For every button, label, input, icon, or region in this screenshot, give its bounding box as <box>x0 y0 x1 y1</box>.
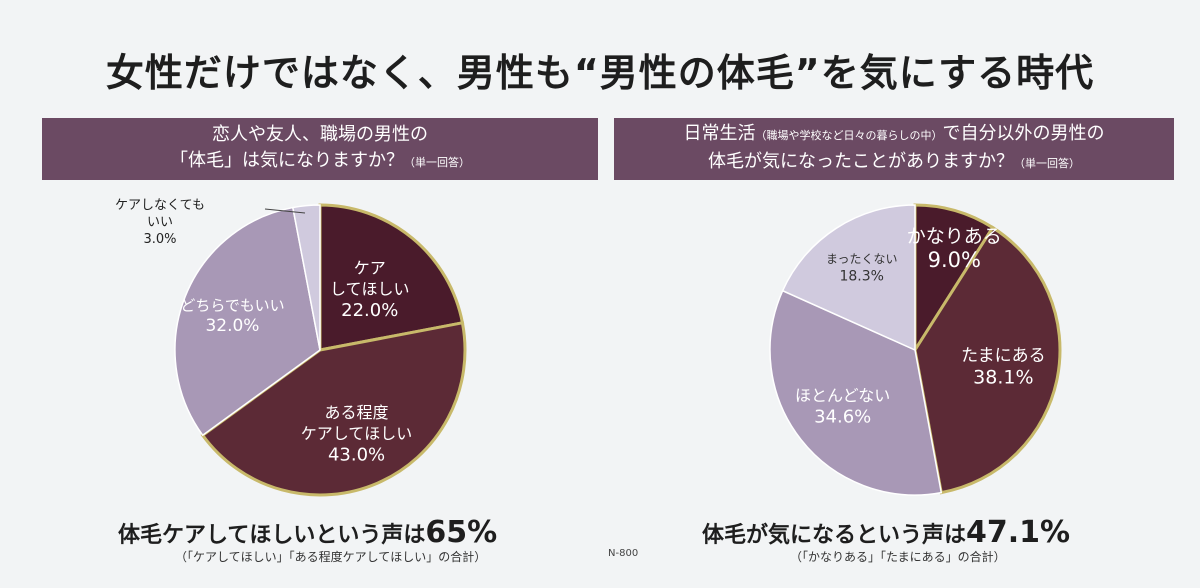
pie-1-slice-2 <box>200 321 467 497</box>
pie-1-slice-4 <box>291 204 321 351</box>
summary-2-note: （「かなりある」「たまにある」の合計） <box>790 550 1006 564</box>
pie-2-slice-3 <box>769 289 943 496</box>
summary-1: 体毛ケアしてほしいという声は65% <box>118 515 498 550</box>
question-2-header: 日常生活（職場や学校など日々の暮らしの中）で自分以外の男性の 体毛が気になったこ… <box>614 118 1174 180</box>
question-1-header: 恋人や友人、職場の男性の 「体毛」は気になりますか？（単一回答） <box>42 118 598 180</box>
pie-2-slice-2 <box>913 225 1062 495</box>
question-2-line-2: 体毛が気になったことがありますか？（単一回答） <box>708 151 1080 172</box>
pie-1-slice-4-outside-label: ケアしなくても いい 3.0% <box>115 198 205 247</box>
summary-1-note: （「ケアしてほしい」「ある程度ケアしてほしい」の合計） <box>175 550 487 564</box>
pie-1-slice-2-label: ケアしてほしい <box>301 424 413 443</box>
pie-2-slice-1-value: 9.0% <box>928 248 981 272</box>
summary-2: 体毛が気になるという声は47.1% <box>702 515 1071 550</box>
pie-1-slice-1-label: してほしい <box>330 279 410 298</box>
pie-2-slice-4-label: まったくない <box>826 252 898 266</box>
question-2-note: （単一回答） <box>1014 157 1080 170</box>
pie-1-slice-1 <box>318 203 465 352</box>
pie-2-slice-4-value: 18.3% <box>839 268 883 284</box>
pie-1-leader-line <box>264 208 306 214</box>
pie-1-slice-2-label: ある程度 <box>325 403 389 422</box>
pie-2-slice-1-label: かなりある <box>907 226 1002 248</box>
pie-2-slice-2-label: たまにある <box>961 346 1046 366</box>
pie-1-slice-1-label: ケア <box>354 258 386 277</box>
pie-2-slice-2-value: 38.1% <box>973 367 1033 389</box>
question-1-note: （単一回答） <box>404 156 470 169</box>
pie-1-slice-2-value: 43.0% <box>328 444 385 465</box>
summary-2-value: 47.1% <box>966 515 1071 550</box>
page-title: 女性だけではなく、男性も“男性の体毛”を気にする時代 <box>105 51 1095 95</box>
pie-2-slice-3-value: 34.6% <box>814 406 871 427</box>
question-1-line-1: 恋人や友人、職場の男性の <box>212 124 428 145</box>
pie-1-slice-1-value: 22.0% <box>341 300 398 321</box>
pie-2-slice-4 <box>781 204 916 352</box>
pie-1-slice-3-value: 32.0% <box>205 316 259 336</box>
pie-1-slice-3 <box>174 206 321 437</box>
question-1-line-2: 「体毛」は気になりますか？（単一回答） <box>170 150 470 171</box>
question-2-line-1: 日常生活（職場や学校など日々の暮らしの中）で自分以外の男性の <box>683 123 1105 144</box>
pie-2-slice-1 <box>913 203 995 356</box>
summary-1-value: 65% <box>425 515 498 550</box>
pie-2-slice-3-label: ほとんどない <box>795 386 890 405</box>
pie-1-slice-3-label: どちらでもいい <box>180 297 284 315</box>
slide-code: N-800 <box>608 548 639 559</box>
